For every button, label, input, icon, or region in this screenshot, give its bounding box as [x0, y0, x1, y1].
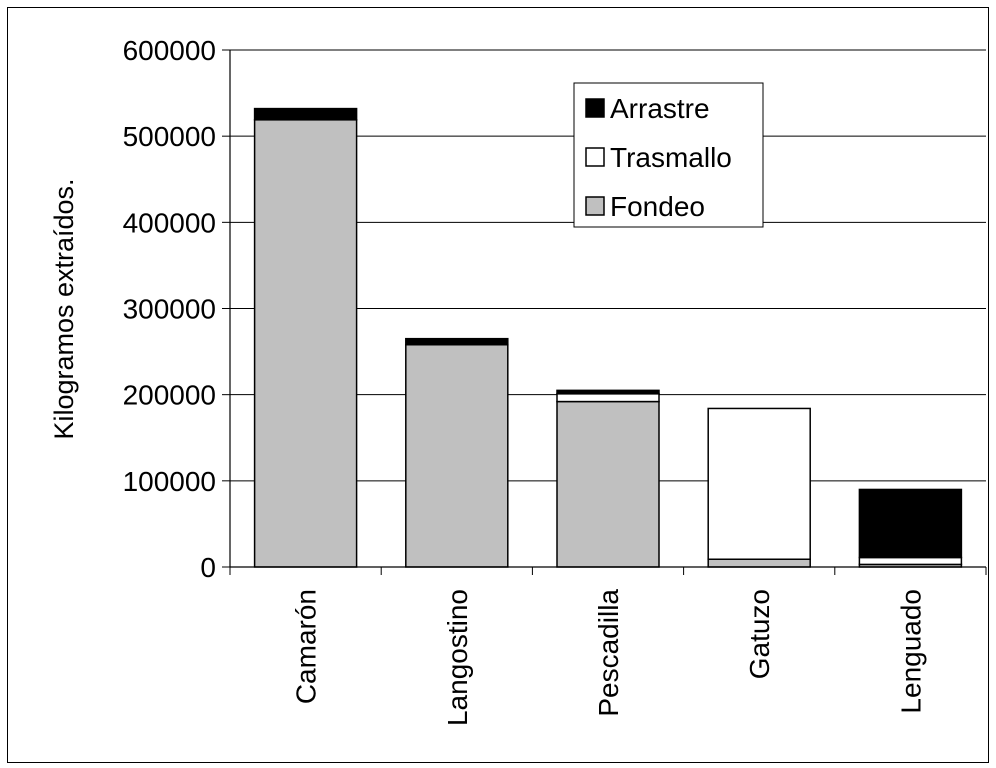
legend: Arrastre Trasmallo Fondeo	[573, 82, 764, 228]
x-tick-label: Camarón	[291, 589, 322, 704]
y-tick-label: 400000	[123, 207, 216, 238]
y-tick-label: 0	[200, 552, 216, 583]
legend-label: Trasmallo	[610, 142, 732, 173]
bar-segment-arrastre	[405, 337, 509, 346]
bar-segment-trasmallo	[858, 556, 963, 566]
bar-segment-trasmallo	[707, 407, 811, 560]
bar-segment-fondeo	[556, 400, 660, 568]
bars	[253, 107, 963, 568]
legend-swatch	[585, 98, 605, 118]
legend-box	[573, 82, 764, 228]
bar-segment-fondeo	[405, 343, 509, 568]
bar-segment-arrastre	[858, 488, 963, 559]
y-tick-label: 300000	[123, 294, 216, 325]
bar-segment-trasmallo	[556, 393, 660, 403]
bar-segment-fondeo	[707, 558, 811, 568]
legend-label: Fondeo	[610, 191, 705, 222]
legend-label: Arrastre	[610, 93, 710, 124]
x-tick-label: Gatuzo	[744, 589, 775, 679]
y-axis-label: Kilogramos extraídos.	[49, 178, 79, 439]
bar-segment-fondeo	[253, 119, 358, 568]
bar-segment-arrastre	[556, 389, 660, 395]
x-tick-label: Lenguado	[895, 589, 926, 714]
legend-swatch	[585, 147, 605, 167]
bar-segment-arrastre	[253, 107, 358, 121]
y-tick-label: 200000	[123, 380, 216, 411]
legend-swatch	[585, 196, 605, 216]
x-tick-label: Pescadilla	[593, 589, 624, 717]
y-tick-label: 500000	[123, 121, 216, 152]
x-tick-label: Langostino	[442, 589, 473, 726]
axes: 0 100000 200000 300000 400000 500000 600000 Cam…	[123, 35, 987, 726]
y-tick-label: 100000	[123, 466, 216, 497]
y-tick-label: 600000	[123, 35, 216, 66]
